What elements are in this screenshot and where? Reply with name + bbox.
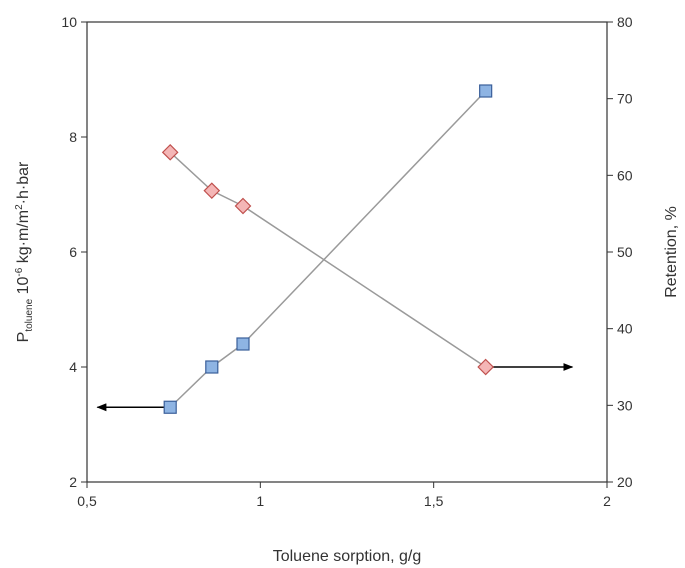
x-tick-label: 2 — [603, 493, 611, 509]
diamond-data-point — [234, 197, 252, 215]
y-right-tick-label: 50 — [617, 244, 633, 260]
x-tick-label: 1 — [256, 493, 264, 509]
y-left-label-unit-a: kg·m/m — [15, 210, 32, 268]
y-left-tick-label: 2 — [69, 474, 77, 490]
y-right-tick-label: 20 — [617, 474, 633, 490]
square-data-point — [205, 360, 219, 374]
series-markers — [161, 84, 495, 414]
y-left-label-unit-exp: 2 — [14, 204, 25, 210]
y-left-label-subscript: toluene — [24, 298, 35, 331]
y-left-tick-label: 8 — [69, 129, 77, 145]
y-right-tick-label: 80 — [617, 14, 633, 30]
diamond-data-point — [161, 143, 179, 161]
y-right-tick-label: 60 — [617, 167, 633, 183]
x-tick-label: 0,5 — [77, 493, 97, 509]
y-left-axis-label: Ptoluene 10-6 kg·m/m2·h·bar — [14, 161, 35, 342]
y-left-label-base: P — [15, 332, 32, 343]
y-left-tick-label: 4 — [69, 359, 77, 375]
y-left-label-exp: -6 — [14, 267, 25, 276]
y-right-tick-label: 30 — [617, 397, 633, 413]
y-left-axis-ticks: 2 4 6 8 10 — [61, 14, 87, 490]
y-left-tick-label: 6 — [69, 244, 77, 260]
y-left-label-coef: 10 — [15, 277, 32, 295]
y-right-tick-label: 70 — [617, 91, 633, 107]
y-left-tick-label: 10 — [61, 14, 77, 30]
square-data-point — [479, 84, 493, 98]
y-right-axis-ticks: 20 30 40 50 60 70 80 — [607, 14, 633, 490]
x-axis-label: Toluene sorption, g/g — [273, 548, 422, 565]
square-data-point — [163, 400, 177, 414]
series-line-2 — [169, 151, 487, 368]
diamond-data-point — [203, 182, 221, 200]
y-left-label-unit-b: ·h·bar — [15, 161, 32, 204]
x-axis-ticks: 0,5 1 1,5 2 — [77, 482, 611, 509]
axis-arrows — [96, 363, 574, 412]
x-tick-label: 1,5 — [424, 493, 444, 509]
series-lines — [169, 90, 487, 408]
y-right-tick-label: 40 — [617, 321, 633, 337]
series-line-1 — [169, 90, 487, 408]
diamond-data-point — [477, 358, 495, 376]
square-data-point — [236, 337, 250, 351]
y-right-axis-label: Retention, % — [663, 206, 680, 298]
